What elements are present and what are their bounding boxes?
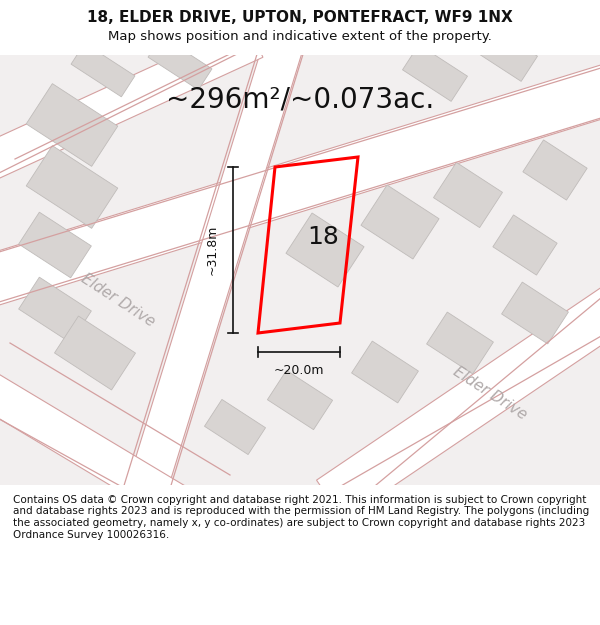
Polygon shape <box>0 55 600 485</box>
Polygon shape <box>317 260 600 520</box>
Polygon shape <box>361 185 439 259</box>
Polygon shape <box>0 351 215 536</box>
Polygon shape <box>268 371 332 429</box>
Text: Elder Drive: Elder Drive <box>79 271 158 329</box>
Polygon shape <box>26 84 118 166</box>
Polygon shape <box>286 213 364 287</box>
Polygon shape <box>427 312 493 374</box>
Polygon shape <box>0 22 263 198</box>
Polygon shape <box>71 43 135 97</box>
Text: Contains OS data © Crown copyright and database right 2021. This information is : Contains OS data © Crown copyright and d… <box>13 495 589 539</box>
Polygon shape <box>19 212 91 278</box>
Polygon shape <box>148 36 212 90</box>
Polygon shape <box>403 44 467 101</box>
Polygon shape <box>502 282 568 344</box>
Polygon shape <box>123 34 304 511</box>
Polygon shape <box>26 146 118 228</box>
Text: Map shows position and indicative extent of the property.: Map shows position and indicative extent… <box>108 30 492 43</box>
Polygon shape <box>19 277 91 343</box>
Polygon shape <box>352 341 418 403</box>
Polygon shape <box>473 24 538 81</box>
Text: Elder Drive: Elder Drive <box>451 364 530 423</box>
Polygon shape <box>493 215 557 275</box>
Text: ~20.0m: ~20.0m <box>274 364 324 377</box>
Polygon shape <box>433 162 503 228</box>
Text: ~296m²/~0.073ac.: ~296m²/~0.073ac. <box>166 85 434 113</box>
Text: 18, ELDER DRIVE, UPTON, PONTEFRACT, WF9 1NX: 18, ELDER DRIVE, UPTON, PONTEFRACT, WF9 … <box>87 10 513 25</box>
Polygon shape <box>55 316 136 390</box>
Text: 18: 18 <box>307 225 338 249</box>
Polygon shape <box>0 52 600 318</box>
Polygon shape <box>523 140 587 200</box>
Polygon shape <box>205 399 266 454</box>
Text: ~31.8m: ~31.8m <box>206 225 219 275</box>
